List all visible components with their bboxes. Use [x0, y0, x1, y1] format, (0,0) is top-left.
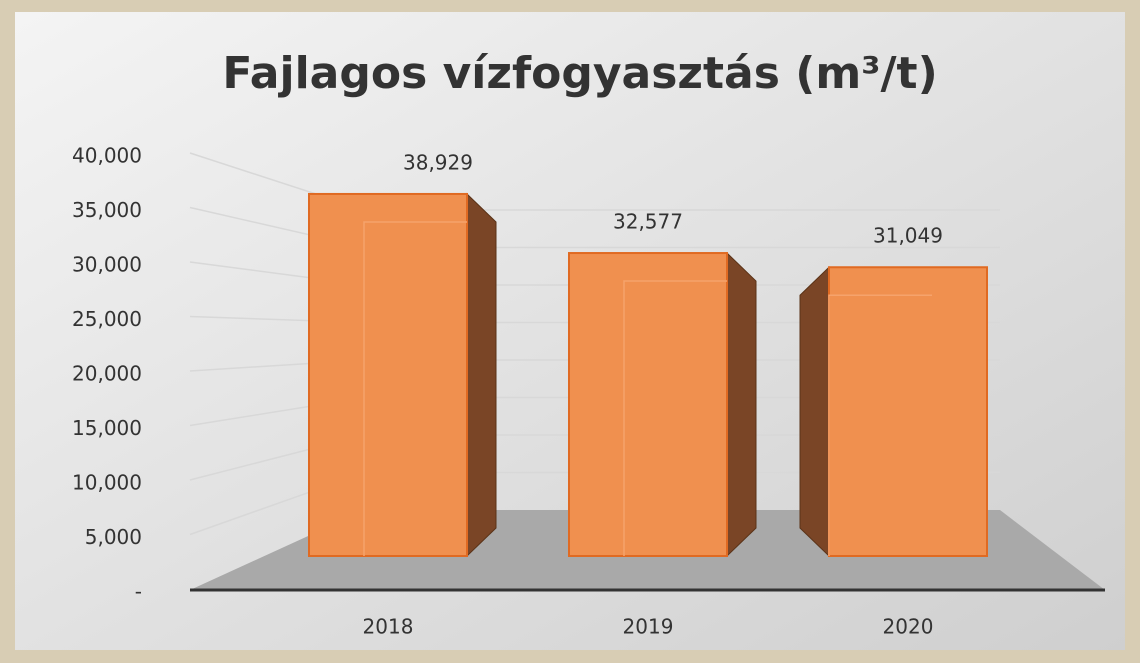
value-label: 32,577: [613, 210, 683, 234]
x-tick-label: 2018: [363, 615, 414, 639]
bar-side: [726, 251, 757, 558]
bar-inner-edge: [363, 221, 467, 556]
bar-side: [799, 266, 830, 558]
value-label: 31,049: [873, 224, 943, 248]
bar-inner-edge: [623, 280, 727, 556]
y-tick-label: 35,000: [72, 198, 142, 222]
y-tick-label: 40,000: [72, 144, 142, 168]
y-tick-label: 15,000: [72, 416, 142, 440]
bar: [828, 266, 988, 557]
bar: [568, 252, 728, 557]
bar-inner-edge: [828, 294, 932, 556]
y-tick-label: -: [135, 580, 142, 604]
chart-title: Fajlagos vízfogyasztás (m³/t): [222, 48, 937, 99]
y-tick-label: 30,000: [72, 253, 142, 277]
y-tick-label: 10,000: [72, 471, 142, 495]
x-tick-label: 2019: [623, 615, 674, 639]
value-label: 38,929: [403, 150, 473, 174]
x-tick-label: 2020: [883, 615, 934, 639]
y-tick-label: 5,000: [85, 525, 142, 549]
y-tick-label: 20,000: [72, 362, 142, 386]
y-tick-label: 25,000: [72, 307, 142, 331]
bar-side: [466, 192, 497, 558]
bar: [308, 192, 468, 557]
